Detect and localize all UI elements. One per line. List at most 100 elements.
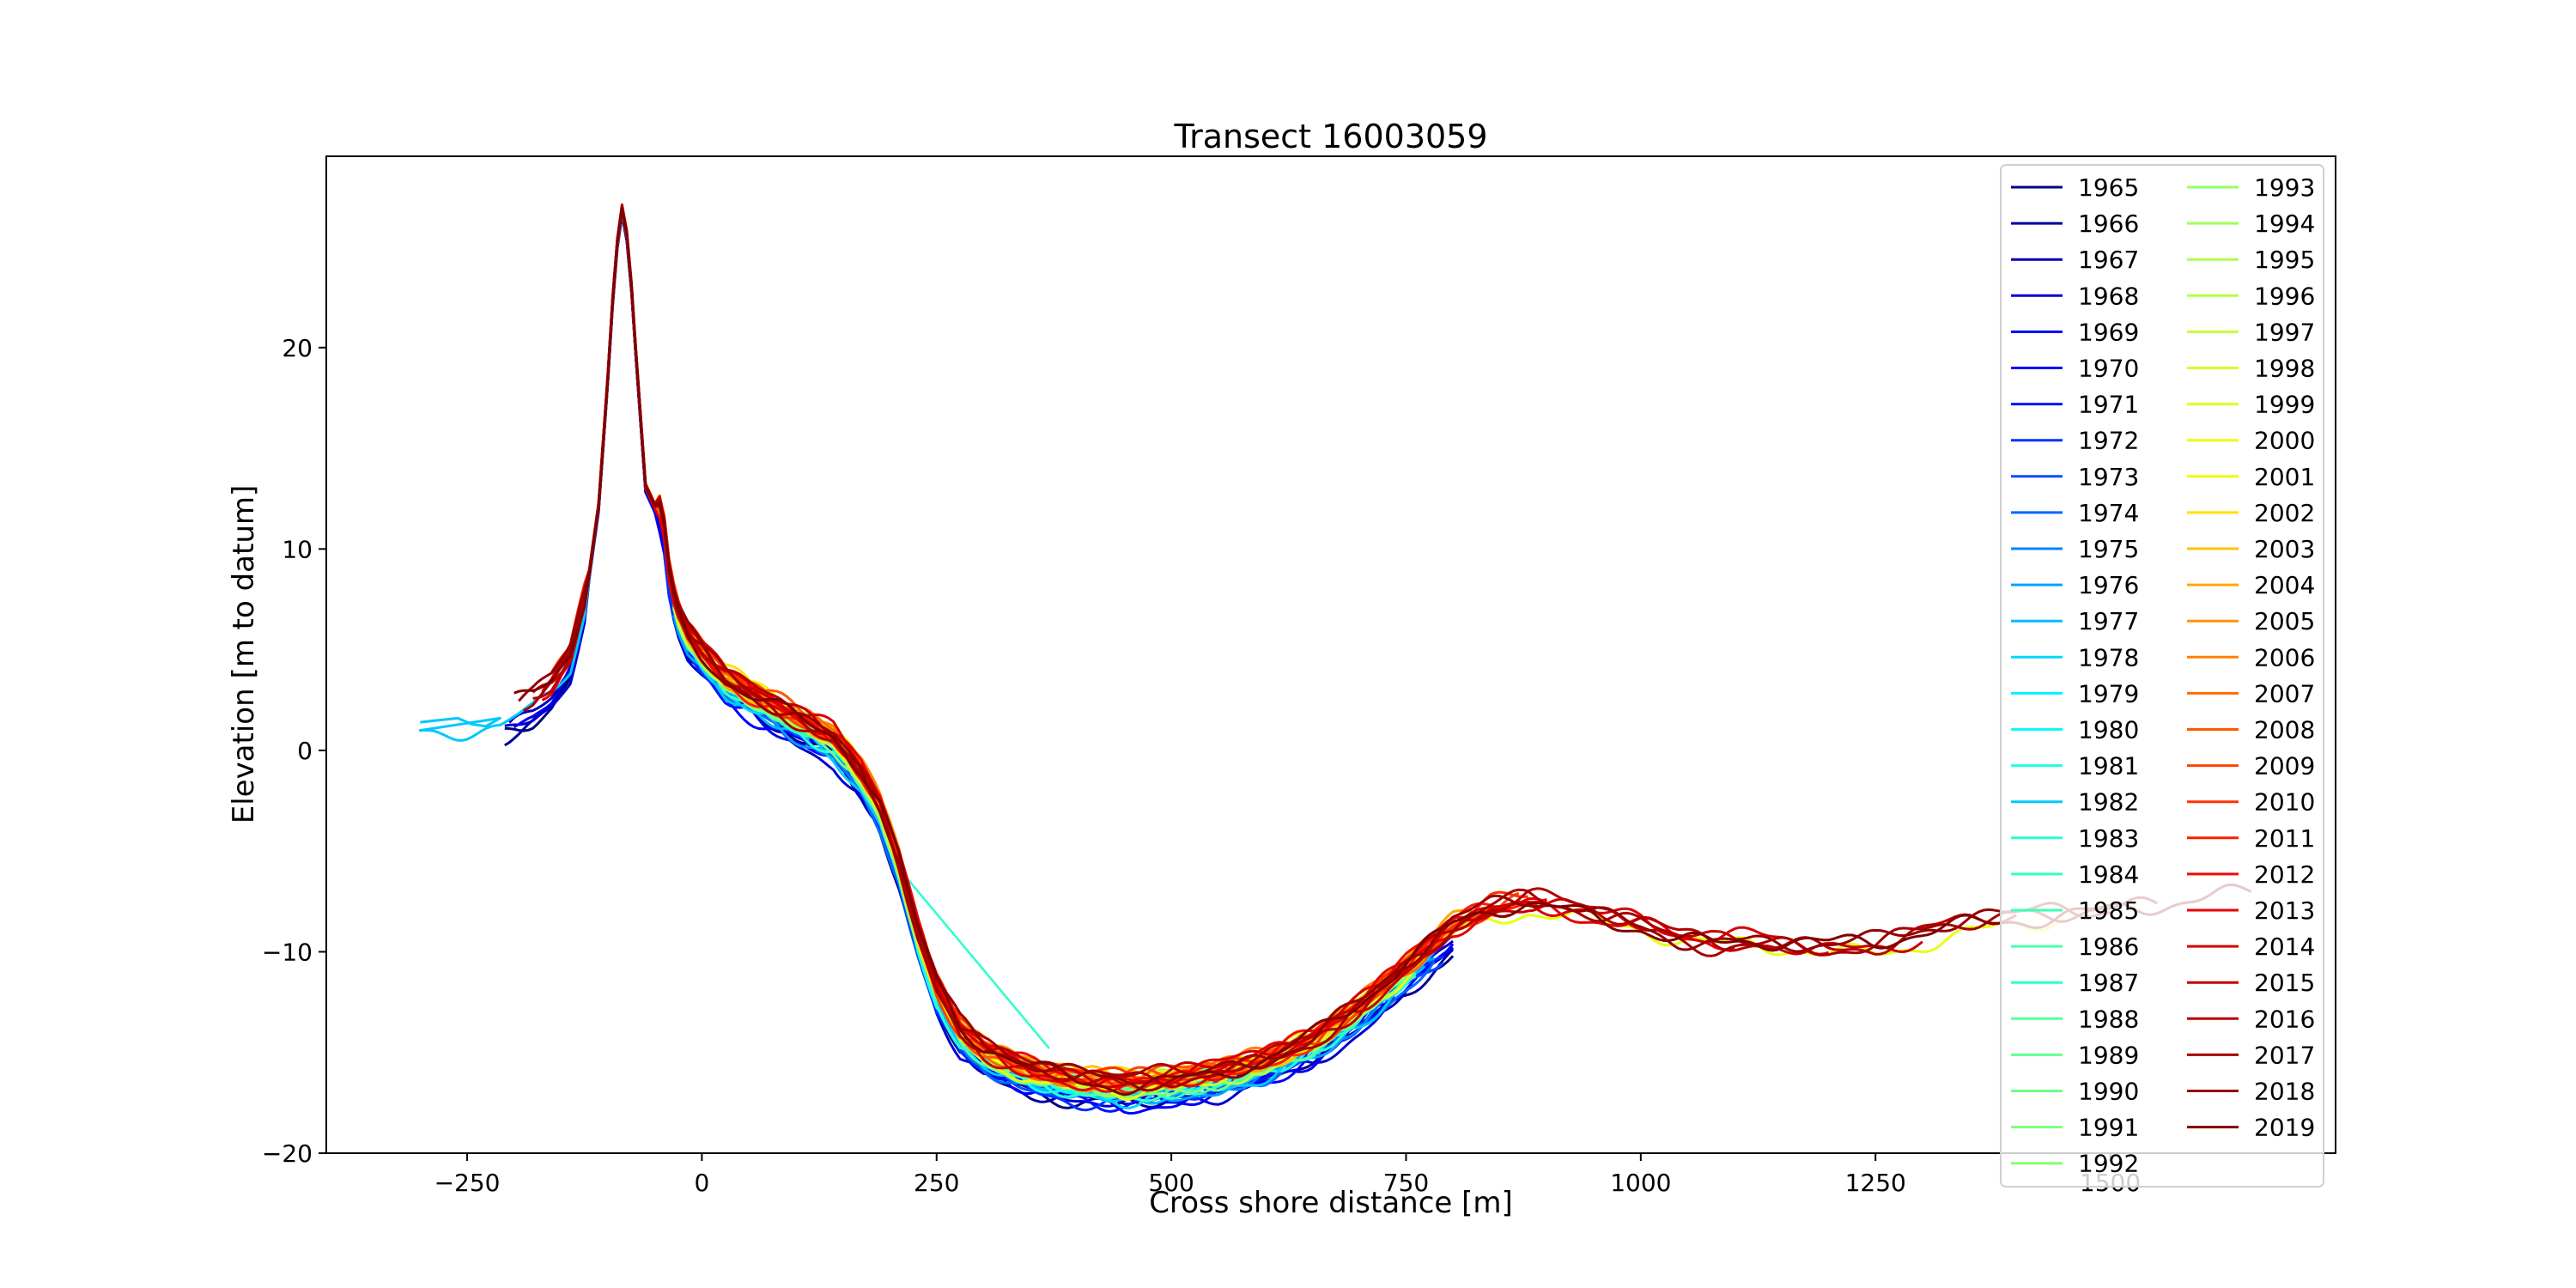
legend-item: 1991 [2011,1114,2139,1142]
series-line-1999 [672,598,1436,1093]
legend-label: 1971 [2078,391,2139,419]
legend-label: 2004 [2254,571,2315,599]
series-line-1977 [672,607,1426,1105]
legend-item: 1978 [2011,643,2139,671]
x-tick-label: −250 [434,1169,501,1197]
series-line-1980 [672,607,1417,1095]
series-line-1973 [663,540,1445,1101]
legend-label: 1983 [2078,824,2139,853]
legend-item: 2017 [2187,1041,2315,1069]
legend-label: 2014 [2254,933,2315,961]
legend-label: 2011 [2254,824,2315,853]
legend-label: 1979 [2078,679,2139,708]
series-line-1984 [672,605,1417,1100]
y-axis-label: Elevation [m to datum] [227,485,261,824]
series-line-1993 [672,596,1426,1098]
series-line-1986 [672,596,1417,1097]
series-line-2013 [541,206,1735,1092]
legend-label: 1989 [2078,1041,2139,1069]
legend-label: 2019 [2254,1114,2315,1142]
legend-label: 1969 [2078,318,2139,346]
legend-label: 2007 [2254,679,2315,708]
legend-label: 2015 [2254,969,2315,997]
legend-item: 1987 [2011,969,2139,997]
legend-label: 1992 [2078,1150,2139,1178]
legend-item: 1979 [2011,679,2139,708]
legend-item: 2014 [2187,933,2315,961]
legend-label: 2000 [2254,427,2315,455]
series-line-1991 [672,607,1417,1094]
legend-item: 1985 [2011,896,2139,925]
series-line-1998 [672,606,1435,1090]
legend-item: 1970 [2011,355,2139,383]
legend-item: 2003 [2187,535,2315,563]
legend-item: 2018 [2187,1078,2315,1106]
y-tick-label: 0 [297,737,313,765]
series-line-2004 [578,207,1473,1089]
legend-item: 1980 [2011,716,2139,744]
y-tick-label: 20 [282,334,313,362]
legend: 1965 1966 1967 1968 1969 1970 1971 1972 1973 1974… [2000,164,2324,1188]
legend-label: 1995 [2254,246,2315,274]
legend-label: 2006 [2254,643,2315,671]
series-layer [418,203,2252,1115]
legend-label: 2013 [2254,896,2315,925]
legend-label: 1974 [2078,499,2139,527]
legend-item: 2009 [2187,752,2315,781]
legend-item: 1996 [2187,282,2315,310]
legend-label: 1967 [2078,246,2139,274]
legend-label: 2008 [2254,716,2315,744]
legend-item: 2000 [2187,427,2315,455]
legend-label: 1981 [2078,752,2139,781]
legend-item: 2019 [2187,1114,2315,1142]
legend-item: 1988 [2011,1005,2139,1033]
series-line-1995 [672,596,1425,1091]
legend-item: 1967 [2011,246,2139,274]
series-line-2002 [672,593,1454,1082]
legend-label: 1970 [2078,355,2139,383]
legend-label: 2003 [2254,535,2315,563]
series-line-2015 [532,208,1923,1089]
legend-label: 2009 [2254,752,2315,781]
series-line-1987 [672,608,1416,1098]
legend-label: 1999 [2254,391,2315,419]
x-tick-label: 750 [1383,1169,1429,1197]
legend-item: 1971 [2011,391,2139,419]
legend-label: 1991 [2078,1114,2139,1142]
legend-item: 1965 [2011,173,2139,202]
legend-label: 1975 [2078,535,2139,563]
series-line-2017 [523,205,2111,1089]
legend-item: 1995 [2187,246,2315,274]
legend-item: 2007 [2187,679,2315,708]
legend-item: 1999 [2187,391,2315,419]
legend-label: 1986 [2078,933,2139,961]
legend-item: 1986 [2011,933,2139,961]
legend-label: 1980 [2078,716,2139,744]
series-line-1983 [672,606,1417,1097]
series-line-2016 [532,203,2017,1085]
series-line-1965 [504,211,1455,1109]
legend-label: 2012 [2254,860,2315,889]
legend-item: 2002 [2187,499,2315,527]
chart-title: Transect 16003059 [1173,118,1487,155]
legend-item: 2010 [2187,788,2315,817]
legend-label: 1966 [2078,210,2139,238]
legend-label: 1988 [2078,1005,2139,1033]
legend-label: 1987 [2078,969,2139,997]
legend-item: 1983 [2011,824,2139,853]
legend-item: 1993 [2187,173,2315,202]
series-line-1989 [672,584,1417,1096]
legend-item: 1984 [2011,860,2139,889]
series-line-2008 [568,205,1510,1088]
plot-frame [325,155,2336,1154]
legend-item: 2005 [2187,607,2315,635]
x-tick-label: 500 [1148,1169,1194,1197]
legend-item: 1975 [2011,535,2139,563]
legend-item: 1992 [2011,1150,2139,1178]
legend-item: 2012 [2187,860,2315,889]
y-axis: −20 −10 0 10 20 [262,334,326,1168]
legend-item: 2004 [2187,571,2315,599]
legend-item: 1982 [2011,788,2139,817]
legend-item: 1968 [2011,282,2139,310]
